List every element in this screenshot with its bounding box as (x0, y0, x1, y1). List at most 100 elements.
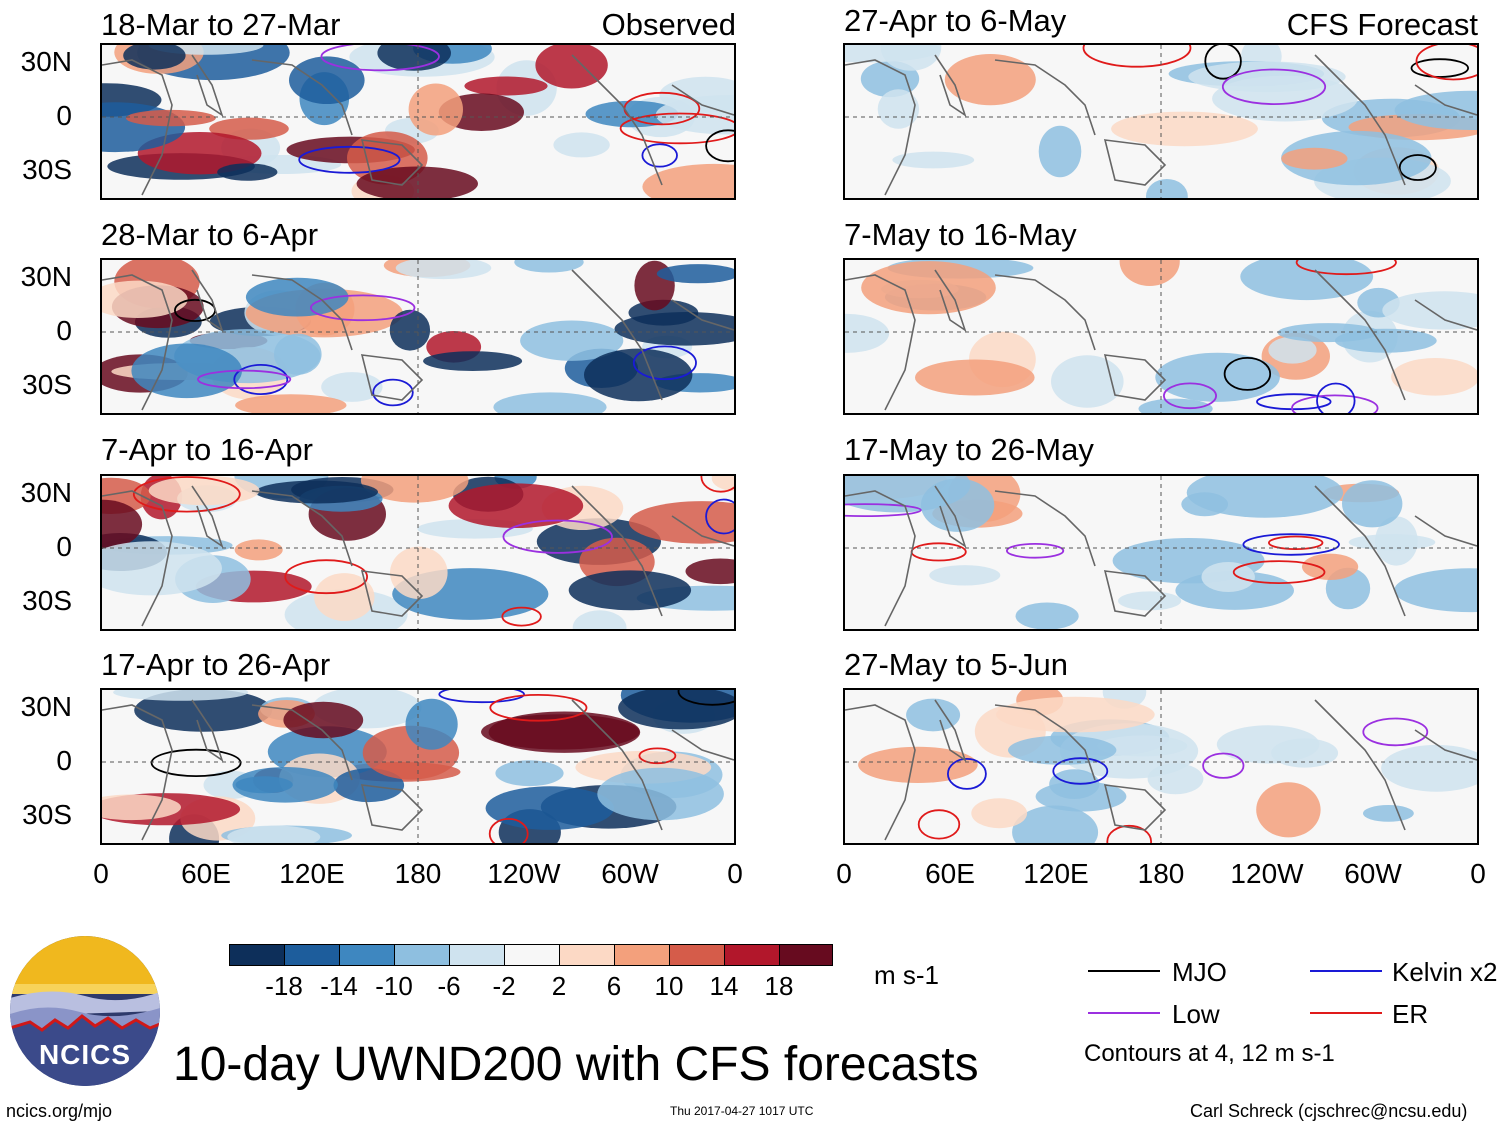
anomaly-blob (102, 499, 143, 549)
coastline (1314, 269, 1406, 401)
contour-line (489, 693, 588, 722)
colorbar-units: m s-1 (874, 960, 939, 990)
anomaly-blob (235, 776, 293, 794)
coastline (994, 274, 1096, 351)
map-panel (100, 258, 736, 415)
map-panel (843, 474, 1479, 631)
lon-label: 120W (1230, 858, 1304, 889)
contour-line (677, 690, 734, 706)
contour-line (947, 758, 987, 790)
anomaly-blob (1111, 111, 1258, 147)
anomaly-blob (1012, 805, 1099, 843)
anomaly-blob (1302, 553, 1359, 580)
anomaly-blob (1008, 735, 1117, 765)
lat-label: 30S (22, 369, 72, 400)
anomaly-blob (520, 320, 624, 361)
coastline (934, 485, 967, 548)
forecast-label: CFS Forecast (1286, 7, 1478, 42)
map-panel (100, 688, 736, 845)
anomaly-blob (915, 359, 1035, 396)
legend-label-mjo: MJO (1172, 957, 1227, 987)
coastline (1103, 139, 1167, 186)
anomaly-blob (227, 825, 321, 843)
lon-label: 60E (181, 858, 231, 889)
anomaly-blob (642, 163, 734, 198)
anomaly-blob (1119, 260, 1180, 286)
panel-title: 17-Apr to 26-Apr (101, 647, 331, 682)
coastline (1414, 729, 1477, 761)
anomaly-blob (1147, 763, 1204, 795)
contour-line (1415, 45, 1477, 81)
coastline (191, 485, 224, 548)
map-graphic (845, 690, 1477, 843)
colorbar-tick: -14 (320, 971, 358, 1001)
coastline (102, 59, 173, 196)
lat-label: 30S (22, 799, 72, 830)
contour-line (619, 112, 734, 145)
colorbar-swatch (394, 944, 450, 966)
anomaly-blob (996, 696, 1155, 733)
contour-line (320, 45, 440, 72)
coastline (994, 59, 1096, 136)
anomaly-blob (1155, 352, 1280, 402)
coastline (1414, 84, 1477, 116)
lat-label: 0 (56, 100, 72, 131)
anomaly-blob (423, 351, 523, 371)
map-panel (843, 258, 1479, 415)
coastline (1314, 54, 1406, 186)
panel-title: 7-May to 16-May (844, 217, 1077, 252)
anomaly-blob (1391, 358, 1477, 396)
anomaly-blob (685, 558, 734, 585)
anomaly-blob (390, 546, 448, 599)
lon-label: 180 (1137, 858, 1185, 889)
anomaly-blob (597, 767, 724, 821)
anomaly-blob (1201, 562, 1255, 592)
lon-label: 0 (836, 858, 852, 889)
contour-line (298, 145, 401, 174)
colorbar-tick: -6 (437, 971, 461, 1001)
coastline (360, 354, 424, 401)
coastline (1103, 570, 1167, 617)
anomaly-blob (584, 348, 693, 402)
contour-line (438, 690, 525, 704)
coastline (360, 784, 424, 831)
panel-title: 7-Apr to 16-Apr (101, 432, 313, 467)
map-panel (843, 688, 1479, 845)
contour-line (1256, 393, 1332, 411)
colorbar-tick: -2 (492, 971, 516, 1001)
contour-line (284, 559, 368, 595)
lat-label: 30N (20, 477, 72, 508)
footer-url[interactable]: ncics.org/mjo (6, 1101, 113, 1121)
panel-title: 17-May to 26-May (844, 432, 1094, 467)
coastline (102, 274, 173, 411)
lon-label: 0 (93, 858, 109, 889)
contour-line (1223, 357, 1272, 391)
anomaly-blob (1281, 147, 1348, 170)
lat-label: 30N (20, 691, 72, 722)
legend-line-kelvin (1310, 970, 1382, 972)
colorbar-swatch (559, 944, 615, 966)
anomaly-blob (906, 698, 961, 732)
anomaly-blob (274, 333, 322, 375)
anomaly-blob (1186, 476, 1344, 518)
lon-label: 120E (279, 858, 345, 889)
anomaly-blob (245, 277, 349, 317)
anomaly-blob (861, 261, 996, 315)
coastline (1414, 299, 1477, 331)
contour-line (1410, 58, 1469, 78)
map-graphic (845, 45, 1477, 198)
anomaly-blob (944, 54, 1036, 106)
anomaly-blob (880, 45, 942, 71)
anomaly-blob (495, 760, 564, 787)
panel-title: 27-Apr to 6-May (844, 3, 1067, 38)
coastline (571, 485, 663, 617)
lat-label: 30S (22, 154, 72, 185)
anomaly-blob (289, 56, 365, 104)
anomaly-blob (405, 698, 458, 750)
anomaly-blob (568, 570, 692, 611)
anomaly-blob (389, 309, 431, 351)
anomaly-blob (377, 45, 451, 71)
anomaly-blob (1051, 355, 1124, 408)
anomaly-blob (1381, 744, 1477, 792)
contour-line (197, 369, 292, 390)
